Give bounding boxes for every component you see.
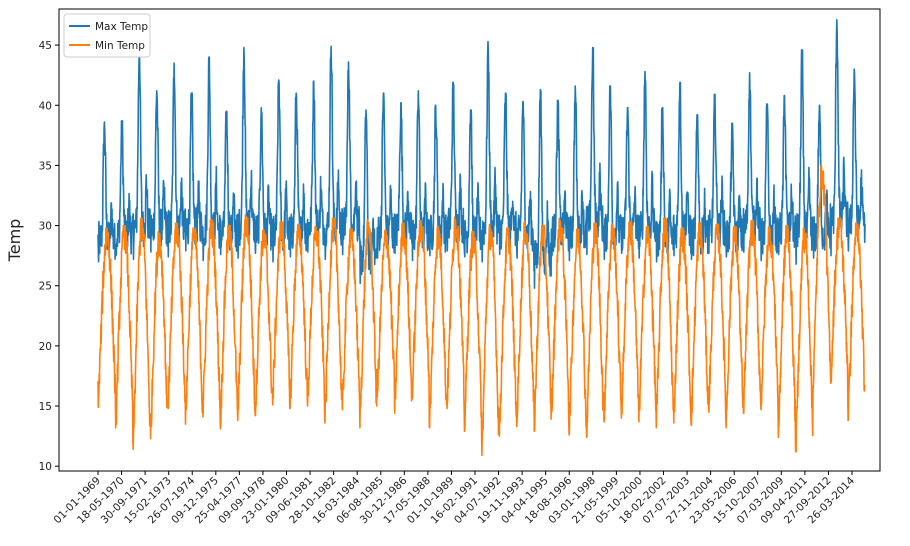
y-tick-label: 15 [39,401,52,413]
x-axis: 01-01-196918-05-197030-09-197115-02-1973… [51,471,857,526]
plot-area-frame [58,8,881,472]
y-axis: 10 15 20 25 30 35 40 45 [39,40,59,473]
y-tick-label: 20 [39,341,52,353]
legend: Max Temp Min Temp [63,13,151,58]
y-tick-label: 40 [39,100,52,112]
series-line-max-temp [97,18,866,289]
y-tick-label: 35 [39,160,52,172]
series-layer [97,18,866,457]
series-line-min-temp [97,164,866,457]
y-tick-label: 30 [39,221,52,233]
y-axis-label: Temp [5,219,24,263]
legend-label-max-temp: Max Temp [95,21,148,33]
y-tick-label: 45 [39,40,52,52]
legend-box [63,13,151,58]
y-tick-label: 10 [39,461,52,473]
legend-label-min-temp: Min Temp [95,40,145,52]
y-tick-label: 25 [39,281,52,293]
